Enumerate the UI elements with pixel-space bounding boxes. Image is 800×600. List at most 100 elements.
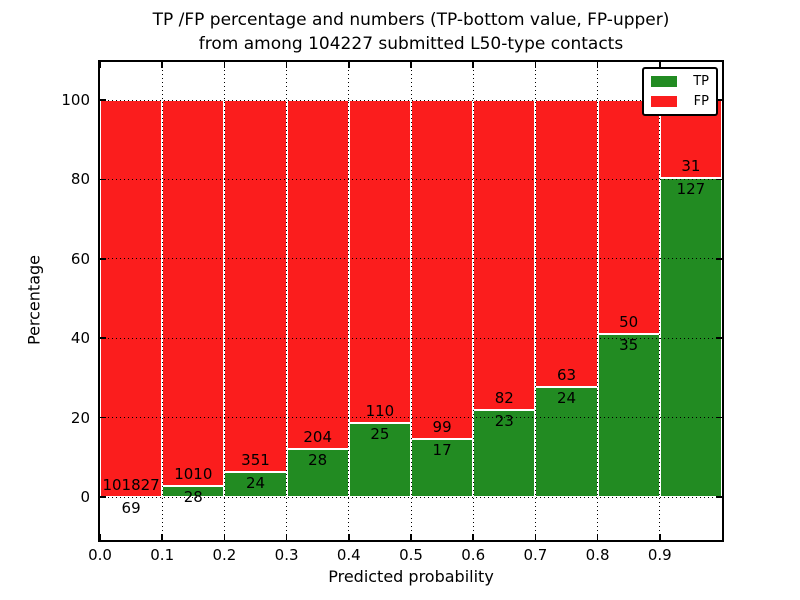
y-tick-mark-right xyxy=(716,416,722,419)
x-tick-mark-top xyxy=(472,62,474,68)
legend-item-tp: TP xyxy=(651,75,709,88)
bar-segment-tp xyxy=(473,410,536,497)
vertical-gridline xyxy=(472,62,474,540)
vertical-gridline xyxy=(223,62,225,540)
x-tick-mark-top xyxy=(659,62,661,68)
bar-label-fp: 31 xyxy=(681,156,701,175)
legend-label-fp: FP xyxy=(693,94,709,109)
x-tick-label: 0.7 xyxy=(523,546,548,564)
x-tick-mark-top xyxy=(534,62,537,68)
bar-label-tp: 69 xyxy=(121,498,141,517)
bar-segment-fp xyxy=(473,100,536,411)
bar-label-fp: 82 xyxy=(494,389,514,408)
x-tick-mark-bottom xyxy=(410,534,412,540)
x-tick-label: 0.8 xyxy=(585,546,610,564)
y-tick-mark-left xyxy=(100,416,106,419)
x-tick-label: 0.9 xyxy=(647,546,672,564)
x-tick-mark-top xyxy=(596,62,599,68)
vertical-gridline xyxy=(659,62,661,540)
chart-title-line1: TP /FP percentage and numbers (TP-bottom… xyxy=(152,10,670,30)
vertical-gridline xyxy=(534,62,536,540)
bar-segment-fp xyxy=(597,100,660,334)
bar-label-fp: 204 xyxy=(303,428,333,447)
bar-segment-tp xyxy=(597,333,660,497)
x-axis-label: Predicted probability xyxy=(328,567,494,586)
y-tick-label: 100 xyxy=(61,91,90,109)
x-tick-mark-bottom xyxy=(596,534,599,540)
vertical-gridline xyxy=(348,62,350,540)
horizontal-gridline xyxy=(100,337,722,339)
x-tick-mark-top xyxy=(285,62,288,68)
bar-label-tp: 127 xyxy=(676,179,706,198)
x-tick-mark-top xyxy=(99,62,101,68)
horizontal-gridline xyxy=(100,99,722,101)
bar-segment-tp xyxy=(411,438,474,497)
bar-label-tp: 28 xyxy=(183,488,203,507)
y-tick-mark-right xyxy=(716,337,722,339)
bar-label-fp: 110 xyxy=(365,402,395,421)
x-tick-label: 0.4 xyxy=(336,546,361,564)
y-tick-mark-left xyxy=(100,337,106,339)
y-tick-mark-left xyxy=(100,178,106,181)
bar-label-fp: 50 xyxy=(619,312,639,331)
x-tick-mark-bottom xyxy=(285,534,288,540)
bar-label-fp: 99 xyxy=(432,417,452,436)
horizontal-gridline xyxy=(100,258,722,260)
x-tick-label: 0.0 xyxy=(88,546,112,564)
y-tick-label: 20 xyxy=(70,408,90,427)
y-tick-mark-right xyxy=(716,496,722,498)
vertical-gridline xyxy=(597,62,599,540)
legend-swatch xyxy=(651,76,677,87)
horizontal-gridline xyxy=(100,496,722,498)
bar-segment-fp xyxy=(535,100,598,388)
bar-segment-fp xyxy=(411,100,474,439)
x-tick-mark-bottom xyxy=(348,534,350,540)
x-tick-mark-bottom xyxy=(659,534,661,540)
bar-segment-tp xyxy=(162,486,225,497)
y-tick-label: 80 xyxy=(70,170,90,189)
bar-label-fp: 63 xyxy=(556,366,577,385)
bar-segment-tp xyxy=(286,449,349,497)
bar-label-tp: 25 xyxy=(370,425,390,444)
bar-label-tp: 24 xyxy=(245,473,266,492)
x-tick-label: 0.2 xyxy=(212,546,237,564)
x-tick-label: 0.1 xyxy=(150,546,175,564)
legend-item-fp: FP xyxy=(651,95,709,108)
x-tick-label: 0.5 xyxy=(399,546,423,564)
legend-swatch xyxy=(651,96,677,107)
vertical-gridline xyxy=(410,62,412,540)
x-tick-mark-top xyxy=(410,62,412,68)
plot-area: TP FP 101827 69 1010 28 351 24 204 28 110 25 99 17 8… xyxy=(98,60,724,542)
y-tick-label: 0 xyxy=(80,488,90,506)
bar-segment-fp xyxy=(348,100,411,424)
x-tick-mark-bottom xyxy=(534,534,537,540)
x-tick-mark-bottom xyxy=(472,534,474,540)
y-tick-mark-right xyxy=(716,99,722,101)
bar-segment-fp xyxy=(162,100,225,487)
legend-label-tp: TP xyxy=(693,74,709,89)
bar-segment-fp xyxy=(224,100,287,472)
x-tick-mark-top xyxy=(348,62,350,68)
bar-label-tp: 35 xyxy=(619,335,639,354)
x-tick-mark-top xyxy=(223,62,226,68)
y-tick-mark-right xyxy=(716,178,722,181)
bar-segment-tp xyxy=(535,387,598,497)
bar-label-tp: 17 xyxy=(432,440,452,459)
bar-segment-fp xyxy=(286,100,349,450)
y-tick-mark-left xyxy=(100,258,106,260)
bar-label-fp: 1010 xyxy=(174,465,213,484)
bar-segment-fp xyxy=(100,100,163,497)
bar-label-fp: 101827 xyxy=(102,475,160,494)
vertical-gridline xyxy=(161,62,163,540)
y-tick-mark-right xyxy=(716,258,722,260)
bar-segment-tp xyxy=(224,471,287,497)
x-tick-mark-top xyxy=(161,62,163,68)
x-tick-label: 0.3 xyxy=(274,546,299,564)
legend: TP FP xyxy=(642,67,718,116)
bar-label-tp: 23 xyxy=(494,412,514,431)
y-tick-mark-left xyxy=(100,99,106,101)
chart-title-line2: from among 104227 submitted L50-type con… xyxy=(198,34,624,54)
x-tick-mark-bottom xyxy=(223,534,226,540)
horizontal-gridline xyxy=(100,178,722,180)
